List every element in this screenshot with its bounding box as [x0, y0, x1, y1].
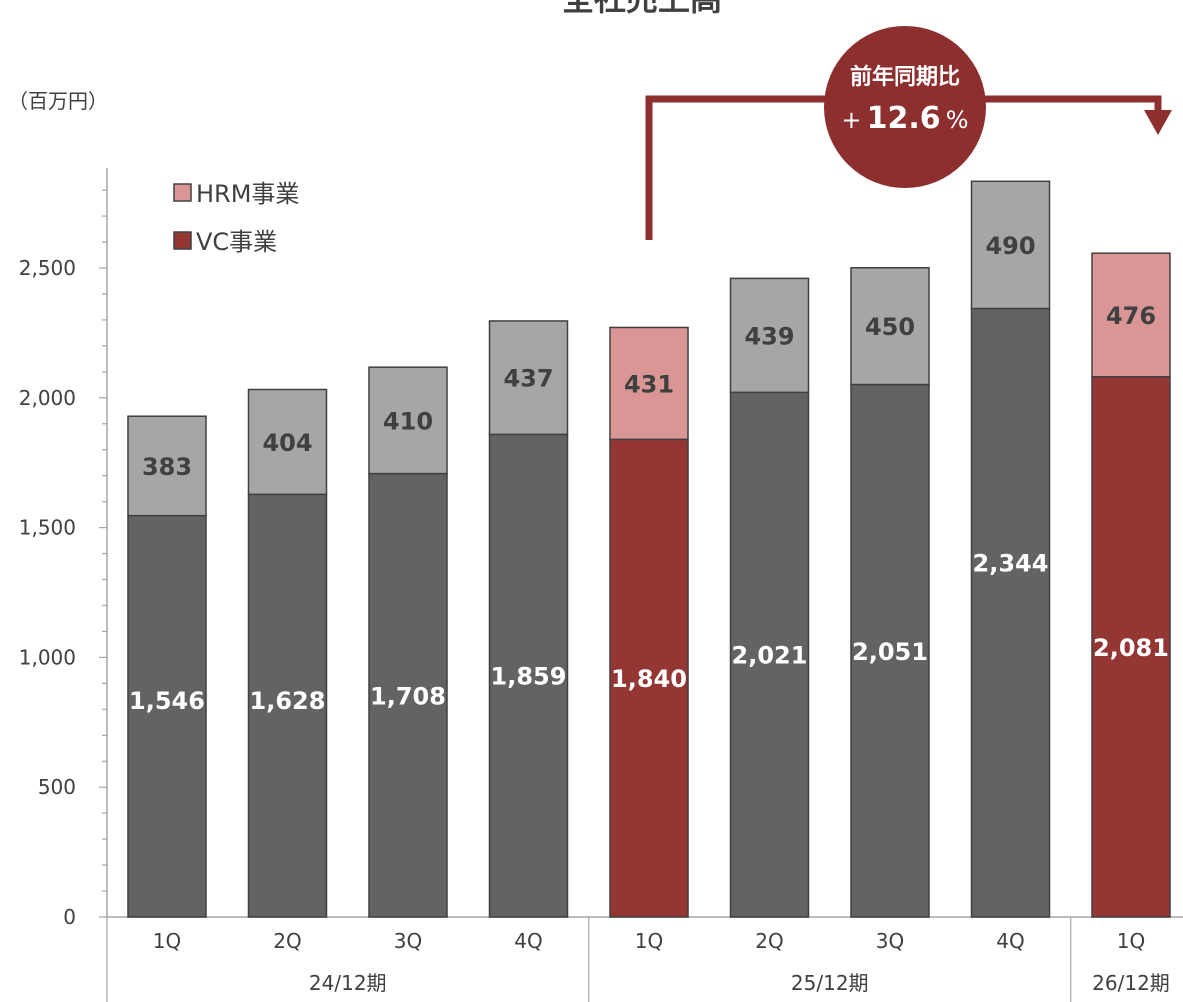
y-tick-label: 0 — [63, 905, 76, 929]
bar-vc — [609, 438, 689, 918]
data-labels: 1,546 383 1,628 404 1,708 410 1,859 437 1,840 431… — [129, 232, 1169, 715]
x-tick-label: 1Q — [153, 929, 181, 953]
bar-hrm — [488, 320, 569, 436]
bar-vc — [488, 433, 569, 918]
y-tick-label: 500 — [38, 775, 76, 799]
data-label-vc: 2,051 — [852, 638, 928, 666]
bar-hrm — [1091, 252, 1171, 378]
bar-hrm — [850, 266, 930, 386]
data-label-hrm: 439 — [744, 322, 794, 350]
x-tick-label: 1Q — [1117, 929, 1145, 953]
data-label-hrm: 450 — [865, 313, 915, 341]
legend-swatch-vc — [173, 231, 192, 250]
bar-hrm — [970, 180, 1051, 310]
data-label-vc: 1,708 — [370, 682, 446, 710]
bar-hrm — [609, 326, 689, 441]
bar-hrm — [247, 388, 328, 496]
data-label-hrm: 437 — [503, 365, 553, 393]
x-tick-label: 3Q — [876, 929, 904, 953]
data-label-hrm: 490 — [985, 232, 1035, 260]
bar-vc — [850, 383, 930, 918]
bar-hrm — [368, 366, 448, 475]
x-tick-label: 3Q — [394, 929, 422, 953]
bar-hrm — [127, 415, 207, 517]
group-label: 24/12期 — [309, 971, 387, 995]
data-label-hrm: 431 — [624, 370, 674, 398]
data-label-vc: 1,859 — [491, 663, 567, 691]
data-label-hrm: 404 — [262, 429, 312, 457]
x-tick-label: 2Q — [273, 929, 301, 953]
bar-hrm — [729, 277, 810, 394]
group-label: 25/12期 — [791, 971, 869, 995]
legend-label-hrm: HRM事業 — [196, 180, 299, 208]
data-label-vc: 2,081 — [1093, 634, 1169, 662]
data-label-hrm: 476 — [1106, 302, 1156, 330]
yoy-value: 12.6 — [867, 101, 941, 136]
data-label-vc: 1,628 — [250, 687, 326, 715]
data-label-vc: 1,840 — [611, 665, 687, 693]
bar-vc — [1091, 376, 1171, 918]
yoy-sign: + — [841, 106, 861, 134]
chart-title: 全社売上高 — [561, 0, 722, 18]
data-label-hrm: 410 — [383, 407, 433, 435]
data-label-vc: 2,344 — [973, 550, 1049, 578]
x-tick-label: 4Q — [996, 929, 1024, 953]
bar-vc — [970, 307, 1051, 918]
y-tick-label: 1,500 — [19, 516, 76, 540]
y-tick-label: 2,500 — [19, 256, 76, 280]
yoy-unit: % — [946, 106, 969, 134]
yoy-callout: 前年同期比 + 12.6 % — [645, 26, 1172, 240]
data-label-vc: 2,021 — [732, 642, 808, 670]
data-label-vc: 1,546 — [129, 687, 205, 715]
bar-vc — [127, 514, 207, 918]
data-label-hrm: 383 — [142, 453, 192, 481]
bar-vc — [247, 493, 328, 918]
yoy-badge — [824, 26, 986, 188]
y-tick-label: 2,000 — [19, 386, 76, 410]
group-label: 26/12期 — [1092, 971, 1170, 995]
yoy-heading: 前年同期比 — [850, 64, 960, 90]
bars — [127, 180, 1171, 918]
x-tick-label: 2Q — [755, 929, 783, 953]
legend: HRM事業 VC事業 — [173, 180, 299, 256]
legend-swatch-hrm — [173, 183, 192, 202]
bar-vc — [368, 472, 448, 918]
yoy-value-line: + 12.6 % — [841, 101, 968, 136]
legend-label-vc: VC事業 — [196, 228, 277, 256]
yoy-arrowhead-icon — [1144, 110, 1172, 135]
y-tick-label: 1,000 — [19, 645, 76, 669]
x-tick-label: 4Q — [514, 929, 542, 953]
unit-label: （百万円） — [8, 89, 108, 113]
x-tick-label: 1Q — [635, 929, 663, 953]
